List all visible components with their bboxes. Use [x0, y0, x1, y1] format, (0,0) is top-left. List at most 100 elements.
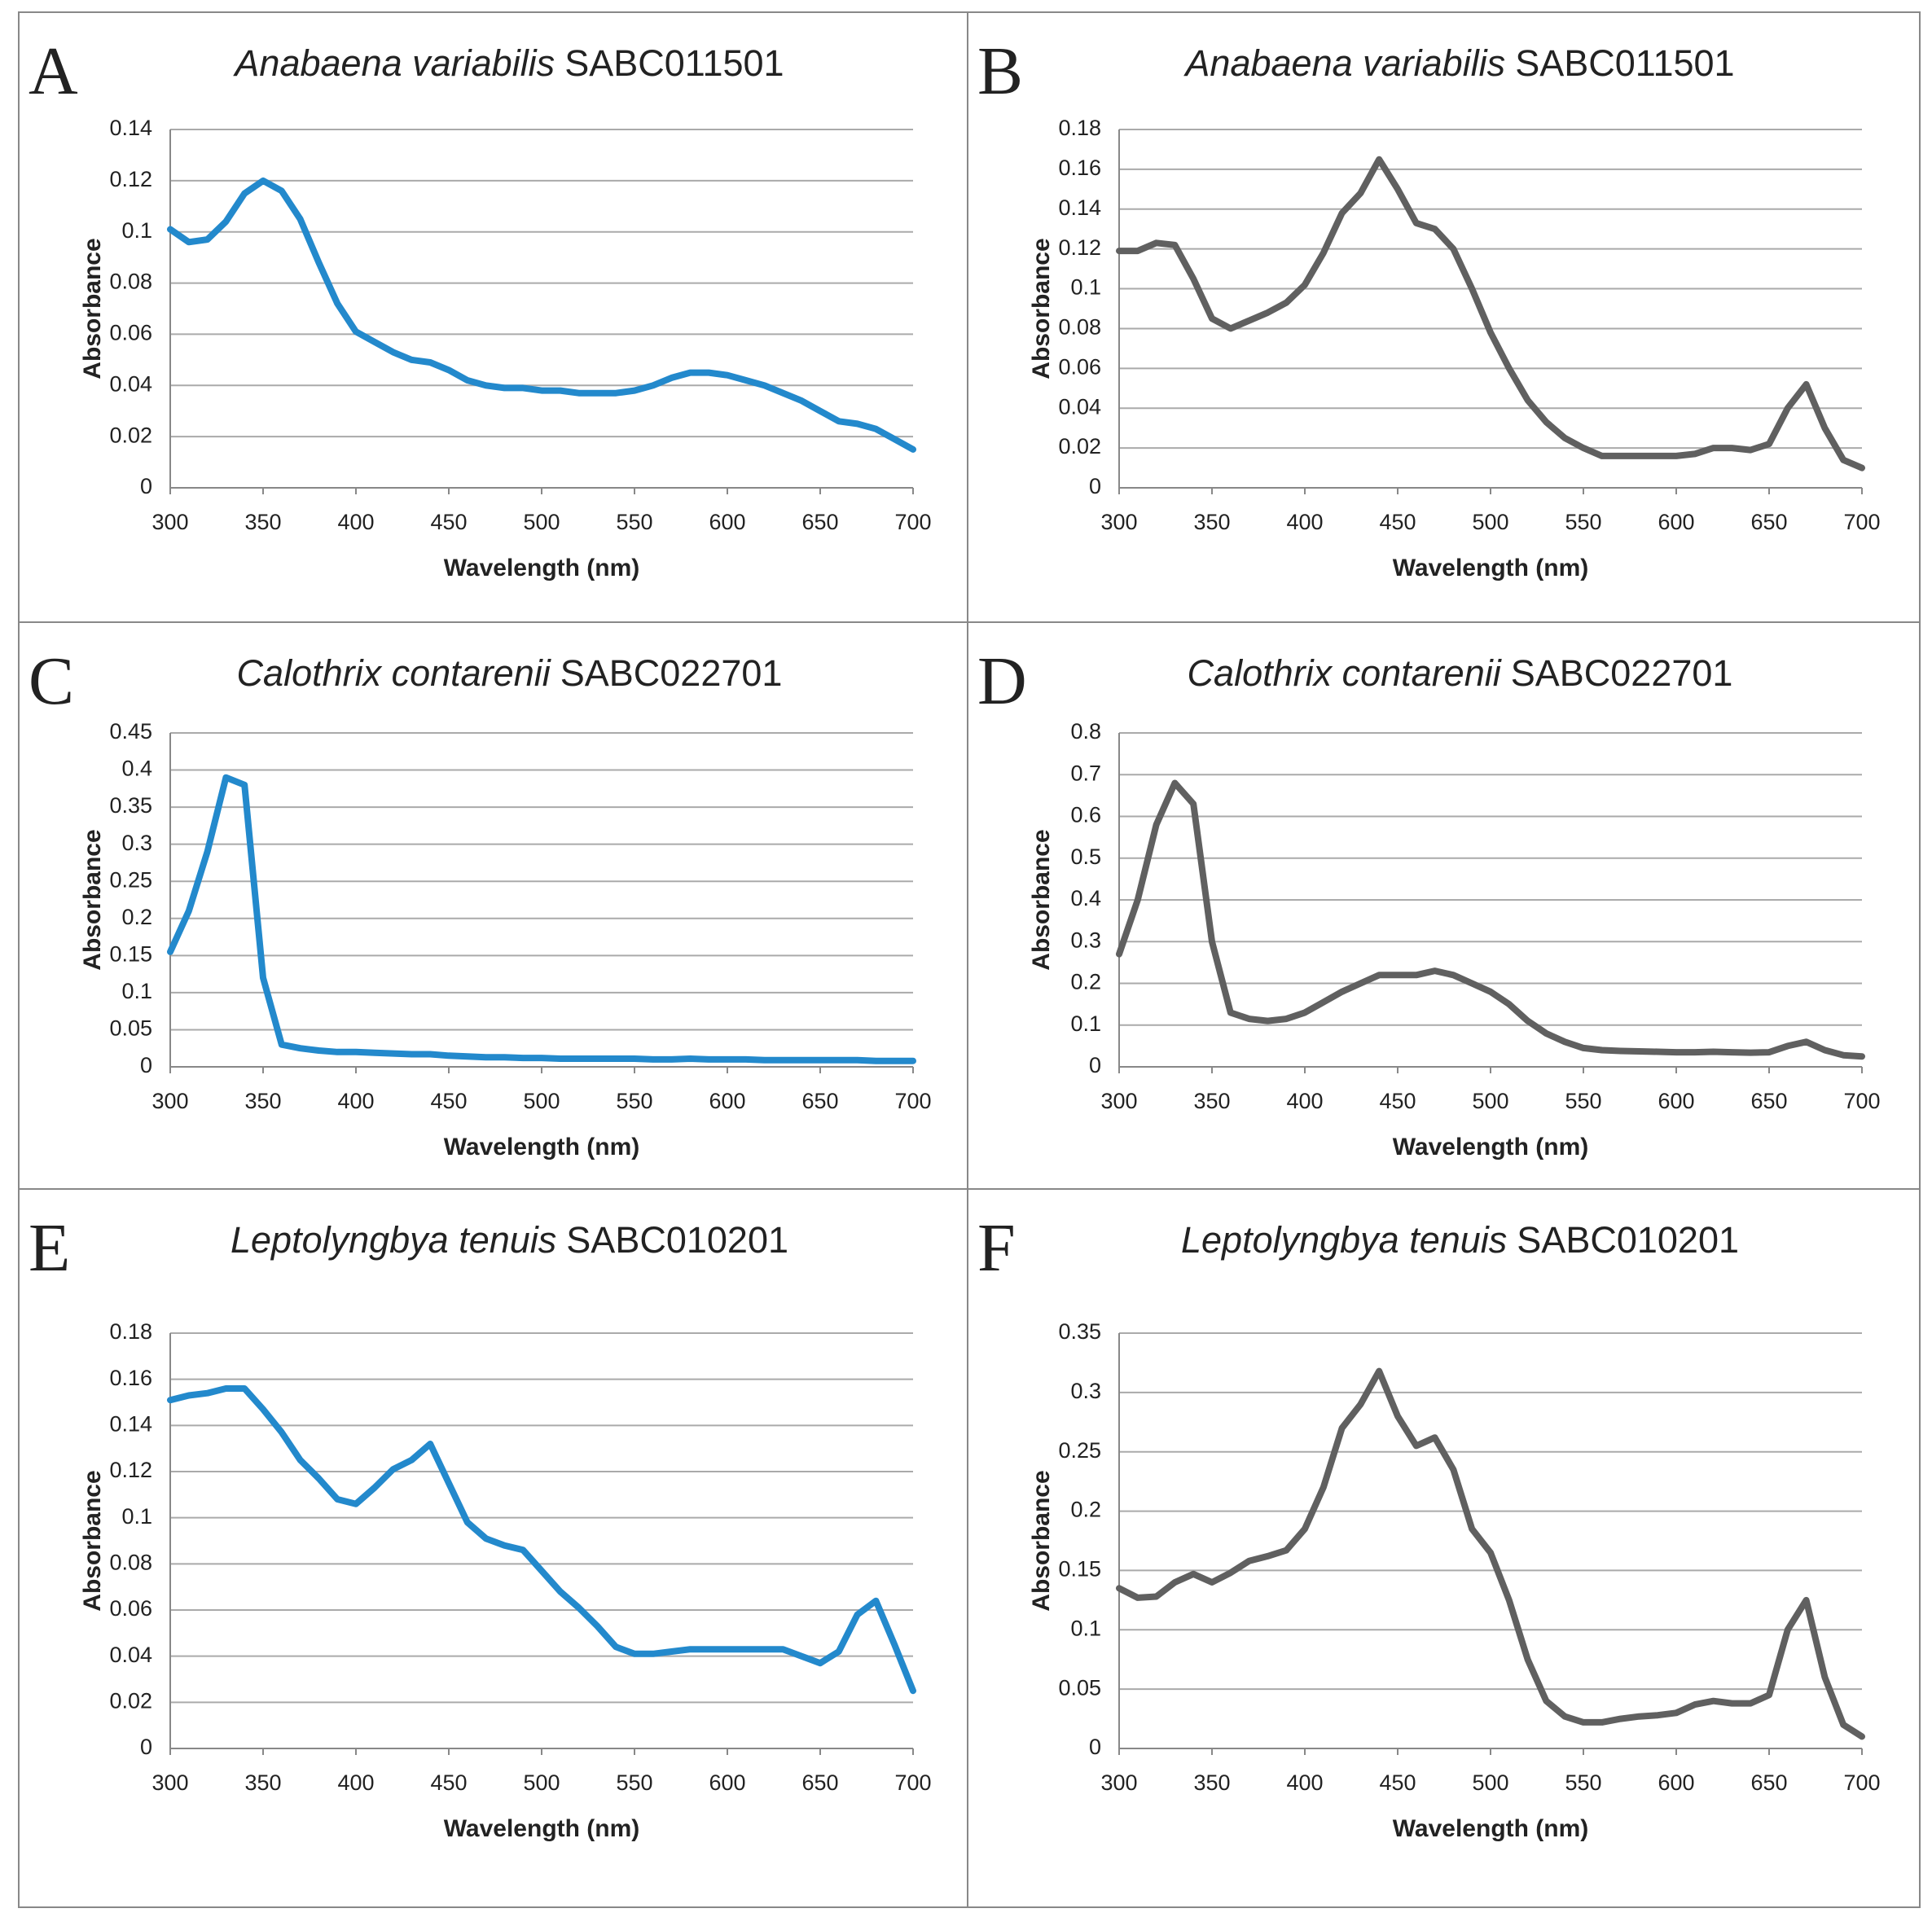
y-tick-label: 0.05: [109, 1016, 152, 1041]
x-tick-label: 550: [1565, 1089, 1601, 1113]
title-strain: SABC011501: [564, 42, 784, 84]
x-tick-label: 550: [1565, 1770, 1601, 1795]
x-tick-label: 400: [337, 1770, 374, 1795]
y-axis-label: Absorbance: [79, 1470, 106, 1611]
x-tick-label: 700: [894, 1089, 931, 1113]
x-tick-label: 700: [1843, 510, 1880, 534]
chart-title: Anabaena variabilis SABC011501: [232, 42, 784, 84]
x-tick-label: 600: [1658, 1770, 1694, 1795]
y-tick-label: 0: [1089, 1735, 1101, 1759]
y-tick-label: 0.02: [109, 423, 152, 447]
x-tick-label: 500: [1472, 1770, 1508, 1795]
y-tick-label: 0: [140, 474, 152, 498]
x-tick-label: 400: [1286, 1770, 1323, 1795]
chart-title: Leptolyngbya tenuis SABC010201: [1181, 1219, 1739, 1261]
x-axis-label: Wavelength (nm): [444, 555, 640, 581]
panel: F Leptolyngbya tenuis SABC010201 0 0.05 0.1 0.…: [967, 1188, 1921, 1908]
title-strain: SABC022701: [1511, 652, 1733, 694]
x-tick-label: 600: [1658, 1089, 1694, 1113]
x-tick-label: 450: [1379, 510, 1416, 534]
spectrum-line: [167, 1385, 916, 1695]
chart-title: Leptolyngbya tenuis SABC010201: [231, 1219, 788, 1261]
y-axis-label: Absorbance: [79, 238, 106, 379]
y-tick-label: 0.08: [1058, 315, 1101, 340]
spectrum-line: [167, 774, 916, 1064]
y-tick-label: 0.15: [109, 941, 152, 966]
y-tick-label: 0.35: [109, 793, 152, 818]
x-tick-label: 650: [801, 1089, 838, 1113]
y-tick-label: 0.12: [1058, 235, 1101, 260]
y-tick-label: 0.1: [121, 218, 152, 243]
x-axis-label: Wavelength (nm): [1393, 1134, 1589, 1160]
y-tick-label: 0.06: [109, 1596, 152, 1621]
y-axis-label: Absorbance: [79, 829, 106, 970]
x-tick-label: 600: [709, 1770, 745, 1795]
panel-letter: F: [977, 1210, 1016, 1286]
spectrum-line: [1116, 1367, 1865, 1740]
panel-letter: C: [29, 643, 74, 719]
x-tick-label: 300: [1100, 510, 1137, 534]
x-tick-label: 350: [244, 1089, 281, 1113]
title-species: Calothrix contarenii: [1188, 652, 1503, 694]
x-tick-label: 350: [244, 1770, 281, 1795]
y-tick-label: 0.1: [1070, 275, 1101, 300]
y-tick-label: 0.1: [1070, 1616, 1101, 1640]
y-tick-label: 0: [140, 1053, 152, 1077]
y-tick-label: 0.08: [109, 1550, 152, 1574]
x-axis-label: Wavelength (nm): [1393, 555, 1589, 581]
spectrum-line: [1116, 779, 1865, 1060]
y-tick-label: 0.16: [1058, 156, 1101, 180]
x-tick-label: 650: [1750, 1770, 1787, 1795]
x-tick-label: 450: [430, 1770, 467, 1795]
y-tick-label: 0.4: [1070, 886, 1101, 910]
y-tick-label: 0.18: [109, 1319, 152, 1344]
y-tick-label: 0.02: [1058, 434, 1101, 458]
y-tick-label: 0.14: [109, 1411, 152, 1436]
x-tick-label: 550: [1565, 510, 1601, 534]
x-tick-label: 400: [337, 1089, 374, 1113]
y-tick-label: 0.35: [1058, 1319, 1101, 1344]
y-axis-label: Absorbance: [1028, 238, 1055, 379]
panel-border: [967, 1188, 1921, 1908]
panel-letter: E: [29, 1210, 70, 1286]
x-tick-label: 450: [1379, 1089, 1416, 1113]
y-tick-label: 0.16: [109, 1366, 152, 1390]
title-species: Calothrix contarenii: [237, 652, 552, 694]
x-tick-label: 650: [1750, 510, 1787, 534]
y-tick-label: 0: [140, 1735, 152, 1759]
title-species: Leptolyngbya tenuis: [231, 1219, 556, 1261]
y-tick-label: 0.06: [1058, 354, 1101, 379]
y-tick-label: 0.25: [1058, 1438, 1101, 1463]
x-tick-label: 700: [894, 510, 931, 534]
x-tick-label: 400: [1286, 510, 1323, 534]
y-tick-label: 0.12: [109, 167, 152, 191]
y-tick-label: 0.3: [1070, 928, 1101, 952]
title-species: Anabaena variabilis: [232, 42, 555, 84]
y-tick-label: 0.4: [121, 757, 152, 781]
panel-letter: B: [977, 33, 1023, 109]
y-tick-label: 0.1: [1070, 1011, 1101, 1036]
panel: E Leptolyngbya tenuis SABC010201 0 0.02 0.04 0…: [18, 1188, 968, 1908]
panel: A Anabaena variabilis SABC011501 0 0.02 0.04 0…: [18, 11, 968, 623]
title-species: Anabaena variabilis: [1183, 42, 1505, 84]
y-tick-label: 0.15: [1058, 1557, 1101, 1582]
x-tick-label: 600: [709, 510, 745, 534]
x-tick-label: 500: [1472, 510, 1508, 534]
x-tick-label: 350: [244, 510, 281, 534]
chart-title: Calothrix contarenii SABC022701: [1188, 652, 1733, 694]
x-tick-label: 300: [151, 510, 188, 534]
x-tick-label: 300: [151, 1770, 188, 1795]
y-tick-label: 0.2: [1070, 1498, 1101, 1522]
x-tick-label: 450: [1379, 1770, 1416, 1795]
y-tick-label: 0.04: [109, 1643, 152, 1667]
x-tick-label: 350: [1193, 1089, 1230, 1113]
y-tick-label: 0.04: [1058, 394, 1101, 419]
x-tick-label: 500: [523, 510, 560, 534]
x-tick-label: 600: [1658, 510, 1694, 534]
y-tick-label: 0: [1089, 1053, 1101, 1077]
x-tick-label: 450: [430, 510, 467, 534]
y-tick-label: 0.2: [1070, 970, 1101, 994]
x-tick-label: 550: [616, 1770, 652, 1795]
panel: C Calothrix contarenii SABC022701 0 0.05 0.1 0…: [18, 621, 968, 1190]
